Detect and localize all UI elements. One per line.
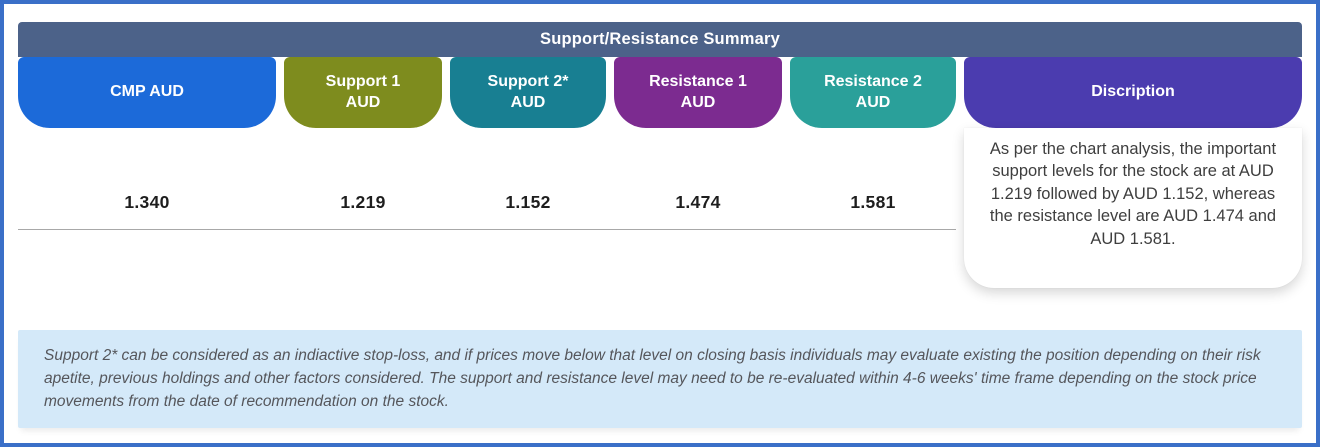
value-resistance-2: 1.581 xyxy=(850,192,896,212)
description-card: As per the chart analysis, the important… xyxy=(964,128,1302,288)
column-header-row: CMP AUD Support 1 AUD Support 2* AUD Res… xyxy=(18,57,1302,128)
value-cmp: 1.340 xyxy=(124,192,170,212)
column-header-label: AUD xyxy=(345,93,381,111)
column-header-support-2: Support 2* AUD xyxy=(450,57,606,128)
column-header-resistance-2: Resistance 2 AUD xyxy=(790,57,956,128)
column-header-label: AUD xyxy=(680,93,716,111)
footnote-text: Support 2* can be considered as an india… xyxy=(44,347,1261,410)
column-header-label: Discription xyxy=(1091,83,1175,101)
column-header-label: AUD xyxy=(510,93,546,111)
value-support-1: 1.219 xyxy=(340,192,386,212)
column-header-label: Support 1 xyxy=(325,72,401,90)
value-resistance-1: 1.474 xyxy=(675,192,721,212)
column-header-label: CMP AUD xyxy=(110,83,184,101)
column-header-label: Support 2* xyxy=(487,72,569,90)
column-header-resistance-1: Resistance 1 AUD xyxy=(614,57,782,128)
column-header-support-1: Support 1 AUD xyxy=(284,57,442,128)
footnote: Support 2* can be considered as an india… xyxy=(18,330,1302,429)
table-title: Support/Resistance Summary xyxy=(540,30,780,48)
column-header-cmp: CMP AUD xyxy=(18,57,276,128)
column-header-label: Resistance 1 xyxy=(649,72,747,90)
table-title-bar: Support/Resistance Summary xyxy=(18,22,1302,57)
table-body-row: 1.340 1.219 1.152 1.474 1.581 As per the… xyxy=(18,128,1302,288)
description-text: As per the chart analysis, the important… xyxy=(989,140,1277,248)
summary-table: Support/Resistance Summary CMP AUD Suppo… xyxy=(4,4,1316,288)
values-row: 1.340 1.219 1.152 1.474 1.581 xyxy=(18,128,956,230)
column-header-label: AUD xyxy=(855,93,891,111)
value-support-2: 1.152 xyxy=(505,192,551,212)
column-header-label: Resistance 2 xyxy=(824,72,922,90)
column-header-description: Discription xyxy=(964,57,1302,128)
